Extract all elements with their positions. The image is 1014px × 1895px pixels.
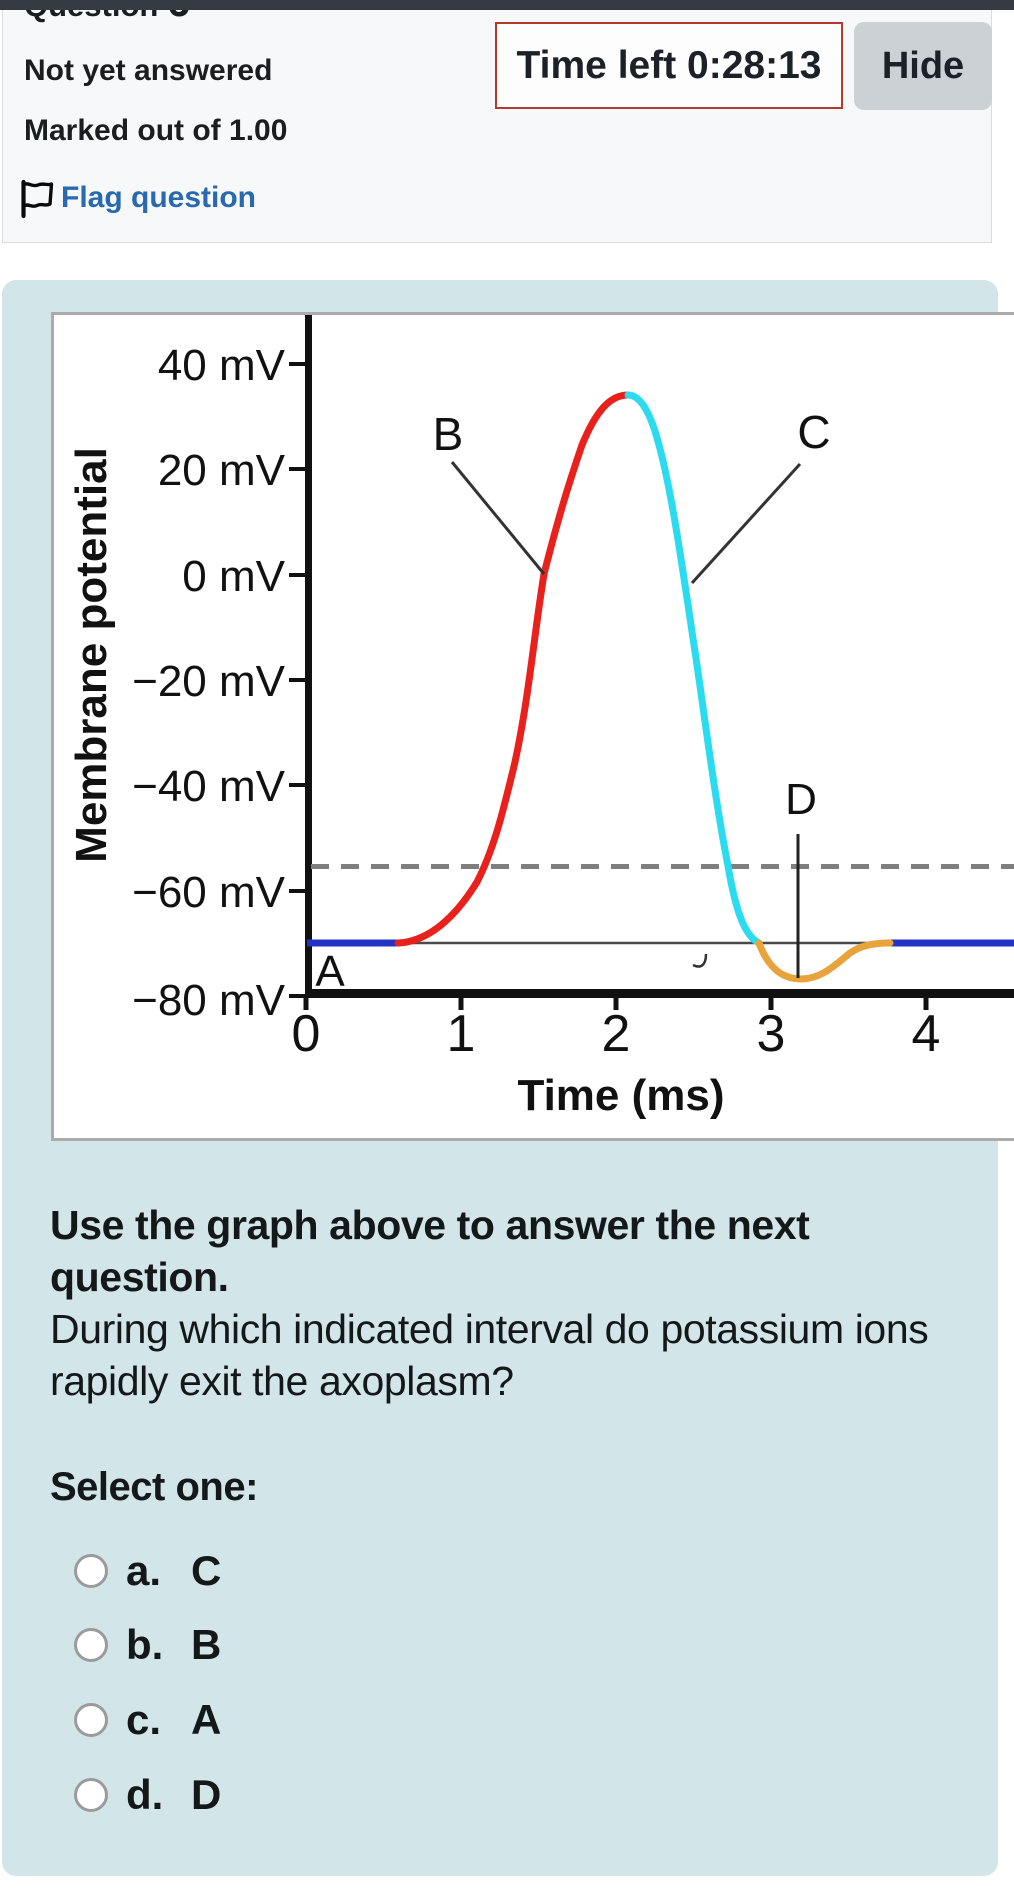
svg-text:−80 mV: −80 mV: [132, 976, 286, 1025]
svg-text:−40 mV: −40 mV: [132, 762, 286, 811]
svg-text:−60 mV: −60 mV: [132, 868, 286, 917]
svg-text:Membrane potential: Membrane potential: [67, 447, 116, 863]
svg-text:3: 3: [757, 1005, 786, 1063]
svg-text:20 mV: 20 mV: [158, 446, 286, 495]
svg-text:0 mV: 0 mV: [182, 552, 285, 601]
svg-text:A: A: [315, 947, 345, 996]
svg-text:40 mV: 40 mV: [158, 341, 286, 390]
svg-text:B: B: [433, 408, 464, 460]
svg-text:−20 mV: −20 mV: [132, 657, 286, 706]
svg-text:0: 0: [292, 1005, 321, 1063]
svg-text:1: 1: [447, 1005, 476, 1063]
svg-text:Time (ms): Time (ms): [517, 1071, 724, 1120]
svg-text:4: 4: [912, 1005, 941, 1063]
svg-text:C: C: [797, 406, 830, 458]
svg-text:D: D: [785, 775, 817, 824]
svg-text:2: 2: [602, 1005, 631, 1063]
